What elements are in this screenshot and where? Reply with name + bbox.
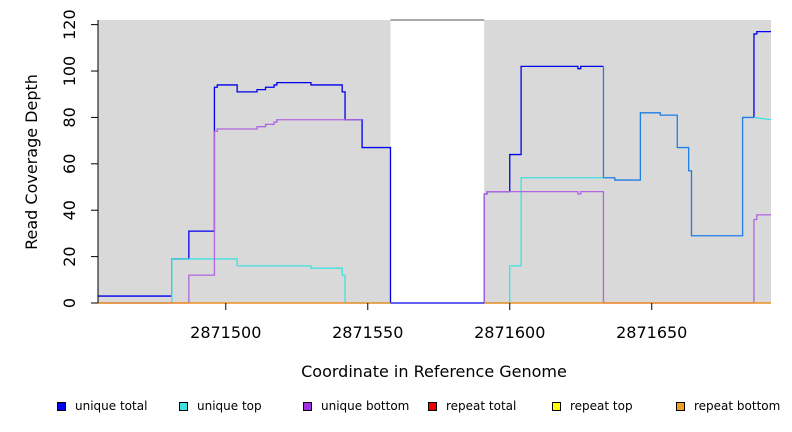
y-tick-label: 0: [60, 298, 79, 308]
legend-swatch: [57, 401, 66, 411]
legend-swatch: [428, 401, 437, 411]
legend-label: repeat top: [570, 399, 633, 413]
series-line-unique-total-3: [753, 30, 771, 118]
legend-item: unique top: [179, 399, 262, 413]
legend-item: unique bottom: [303, 399, 409, 413]
legend-swatch: [179, 401, 188, 411]
legend-label: repeat total: [446, 399, 517, 413]
legend-swatch: [552, 401, 561, 411]
shaded-region-1: [484, 20, 771, 303]
x-tick-label: 2871650: [616, 323, 687, 342]
series-line-unique-top-6: [753, 116, 772, 121]
y-tick-label: 80: [60, 107, 79, 127]
x-tick-label: 2871600: [474, 323, 545, 342]
y-tick-label: 20: [60, 246, 79, 266]
y-tick-label: 100: [60, 56, 79, 87]
x-axis-title: Coordinate in Reference Genome: [301, 362, 567, 381]
y-tick-label: 60: [60, 154, 79, 174]
legend-item: repeat bottom: [676, 399, 780, 413]
x-tick-label: 2871500: [190, 323, 261, 342]
plot-background: [98, 19, 771, 303]
y-tick-label: 120: [60, 9, 79, 40]
legend-item: repeat total: [428, 399, 516, 413]
series-line-unique-total-2: [602, 66, 754, 237]
series-line-unique-bottom-8: [483, 191, 771, 304]
series-line-unique-total-0: [98, 81, 392, 303]
legend-swatch: [676, 401, 685, 411]
legend-swatch: [303, 401, 312, 411]
legend-label: unique total: [75, 399, 148, 413]
series-line-unique-top-4: [98, 258, 391, 304]
legend-item: unique total: [57, 399, 147, 413]
series-line-unique-bottom-7: [98, 119, 363, 304]
series-layer: [98, 30, 772, 304]
legend-label: repeat bottom: [694, 399, 781, 413]
x-tick-label: 2871550: [332, 323, 403, 342]
legend-label: unique top: [197, 399, 262, 413]
legend-item: repeat top: [552, 399, 633, 413]
legend-label: unique bottom: [321, 399, 410, 413]
shaded-region-0: [98, 20, 391, 303]
legend: unique total unique top unique bottom repea…: [0, 399, 792, 419]
y-axis-title: Read Coverage Depth: [22, 74, 41, 250]
axes: 0 20 40 60 80 100 120 2871500 2871550 2871600 2871…: [60, 9, 687, 342]
y-tick-label: 40: [60, 200, 79, 220]
